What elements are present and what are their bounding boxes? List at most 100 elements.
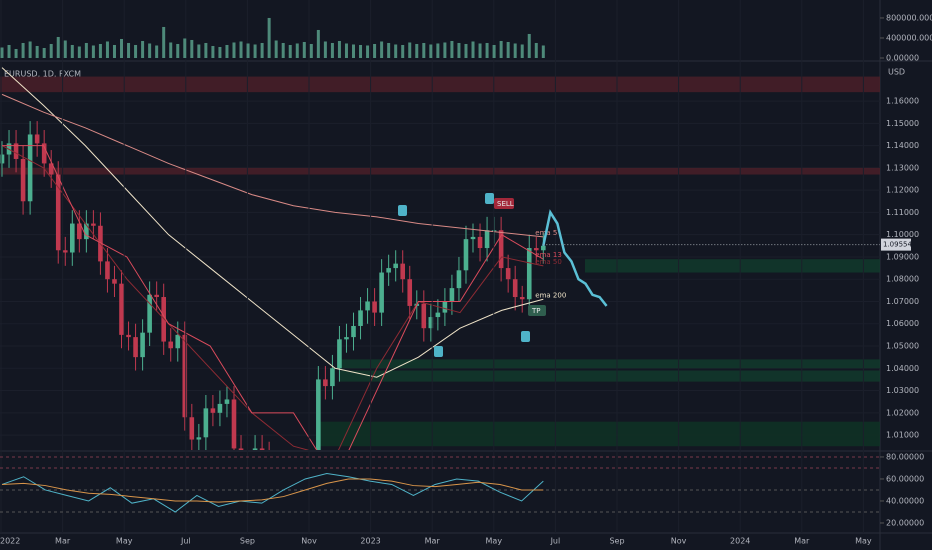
x-tick-label: Nov <box>301 537 317 546</box>
ema-line <box>2 145 544 450</box>
volume-bar <box>105 41 109 58</box>
volume-bar <box>506 41 510 58</box>
currency: USD <box>888 68 905 77</box>
tp-box <box>528 305 546 316</box>
symbol-title: EURUSD, 1D, FXCM <box>4 70 81 79</box>
volume-bar <box>162 26 166 58</box>
x-tick-label: Sep <box>609 537 624 546</box>
volume-bar <box>63 40 67 58</box>
signal-icon <box>398 205 407 216</box>
volume-bar <box>7 44 11 58</box>
x-tick-label: 2022 <box>0 537 20 546</box>
candle-body <box>133 337 138 358</box>
y-tick-label: 1.15000 <box>886 119 919 128</box>
volume-bar <box>14 48 18 58</box>
sell-label: SELL <box>497 200 514 208</box>
x-tick-label: Jul <box>550 537 561 546</box>
candle-body <box>323 379 328 387</box>
volume-bar <box>387 42 391 58</box>
candle-body <box>463 239 469 271</box>
candle-body <box>91 223 96 226</box>
volume-bar <box>204 42 208 58</box>
x-tick-label: Nov <box>671 537 687 546</box>
volume-bar <box>429 44 433 58</box>
volume-bar <box>415 43 419 58</box>
volume-bar <box>316 29 320 58</box>
volume-bar <box>520 44 524 58</box>
candle-body <box>20 158 26 202</box>
volume-bar <box>471 41 475 58</box>
signal-icon <box>485 193 494 204</box>
zone <box>0 76 880 93</box>
volume-bar <box>197 44 201 58</box>
volume-bar <box>534 42 538 58</box>
signal-icon <box>434 346 443 357</box>
x-tick-label: Sep <box>240 537 255 546</box>
volume-bar <box>49 43 53 58</box>
candle-body <box>224 399 230 404</box>
candle-body <box>182 334 188 418</box>
tp-label: TP <box>531 307 541 315</box>
ema-line <box>1 93 544 238</box>
volume-bar <box>98 43 102 58</box>
candle-body <box>27 134 33 202</box>
x-tick-label: May <box>116 537 133 546</box>
candle-body <box>512 279 518 298</box>
candle-body <box>238 448 244 450</box>
rsi-tick-label: 60.00000 <box>886 474 924 483</box>
volume-bar <box>457 42 461 58</box>
volume-bar <box>344 43 348 58</box>
volume-bar <box>190 39 194 58</box>
candle-body <box>428 317 434 329</box>
volume-bar <box>253 44 257 58</box>
volume-bar <box>246 43 250 58</box>
volume-bar <box>485 42 489 58</box>
candle-body <box>526 248 532 300</box>
zone <box>320 421 880 447</box>
volume-bar <box>422 42 426 58</box>
candle-body <box>541 245 546 251</box>
y-tick-label: 1.08000 <box>886 275 919 284</box>
rsi-tick-label: 40.00000 <box>886 496 924 505</box>
y-tick-label: 1.14000 <box>886 141 919 150</box>
y-tick-label: 1.09000 <box>886 252 919 261</box>
candle-body <box>48 163 54 175</box>
volume-bar <box>141 40 145 58</box>
volume-bar <box>0 47 4 58</box>
candle-body <box>442 301 448 313</box>
volume-bar <box>169 42 173 58</box>
candle-body <box>119 283 124 335</box>
volume-bar <box>21 42 25 58</box>
ema-label: ema 13 <box>535 251 562 259</box>
candle-body <box>519 297 525 300</box>
last-price-box <box>881 238 911 251</box>
candle-body <box>112 279 117 284</box>
volume-tick-label: 800000.00000 <box>886 13 932 22</box>
y-tick-label: 1.13000 <box>886 163 919 172</box>
volume-bar <box>443 42 447 58</box>
zone <box>0 167 880 175</box>
rsi-tick-label: 20.00000 <box>886 518 924 527</box>
ema-line <box>1 145 544 450</box>
volume-bar <box>35 45 39 58</box>
volume-bar <box>91 45 95 58</box>
candle-body <box>217 403 223 413</box>
volume-bar <box>260 42 264 58</box>
volume-bar <box>450 40 454 58</box>
y-tick-label: 1.04000 <box>886 364 919 373</box>
candle-body <box>477 236 483 249</box>
candle-body <box>105 261 110 280</box>
volume-bar <box>225 44 229 58</box>
volume-bar <box>359 44 363 58</box>
candle-body <box>456 270 462 289</box>
signal-icon <box>521 331 530 342</box>
candle-body <box>379 272 384 313</box>
candle-body <box>358 310 363 326</box>
ema-label: ema 200 <box>535 291 566 299</box>
volume-bar <box>401 44 405 58</box>
candle-body <box>196 437 202 440</box>
volume-bar <box>499 40 503 58</box>
y-tick-label: 1.02000 <box>886 408 919 417</box>
volume-bar <box>436 43 440 58</box>
